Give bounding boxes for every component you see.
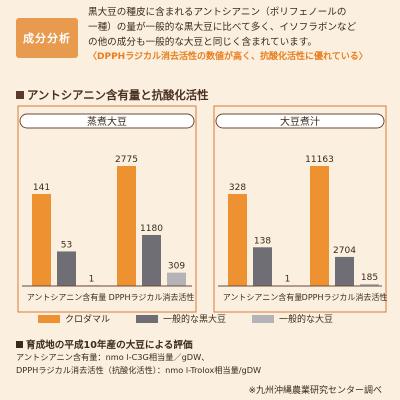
category-label-1-1: DPPHラジカル消去活性 xyxy=(302,292,388,302)
chart-panel-1 xyxy=(213,105,387,313)
bar-label-0-1-1: 1180 xyxy=(140,224,163,234)
source-note: ※九州沖縄農業研究センター調べ xyxy=(248,386,382,396)
bar-label-1-0-0: 328 xyxy=(229,183,246,193)
notes-title: 育成地の平成10年産の大豆による評価 xyxy=(16,337,193,351)
category-label-0-0: アントシアニン含有量 xyxy=(27,292,107,302)
intro-line-1: 黒大豆の種皮に含まれるアントシアニン（ポリフェノールの xyxy=(88,7,347,18)
bar-label-1-1-1: 2704 xyxy=(333,246,356,256)
chart-title-0: 蒸煮大豆 xyxy=(87,115,127,128)
legend-swatch-black-soybean xyxy=(136,314,159,323)
legend-label-black-soybean: 一般的な黒大豆 xyxy=(163,315,227,325)
bar-0-0-0 xyxy=(32,194,51,286)
legend-label-soybean: 一般的な大豆 xyxy=(279,315,334,325)
notes-square-icon xyxy=(16,341,23,348)
legend-swatch-kurodamaru xyxy=(38,314,60,323)
intro-line-2: 一種）の量が一般的な黒大豆に比べて多く、イソフラボンなど xyxy=(88,22,357,33)
notes-title-text: 育成地の平成10年産の大豆による評価 xyxy=(26,340,193,351)
notes-line-1: アントシアニン含有量：nmo l-C3G相当量／gDW、 xyxy=(16,352,210,362)
bar-label-1-0-2: 1 xyxy=(285,275,291,285)
notes-line-2: DPPHラジカル消去活性（抗酸化活性）：nmo l-Trolox相当量/gDW xyxy=(16,365,262,375)
bar-label-0-0-1: 53 xyxy=(61,240,72,250)
bar-label-0-0-2: 1 xyxy=(89,274,95,284)
chart-title-pill-1 xyxy=(215,113,385,129)
legend-item-kurodamaru: クロダマル xyxy=(38,312,110,325)
category-label-1-0: アントシアニン含有量 xyxy=(223,292,303,302)
bar-label-1-1-2: 185 xyxy=(361,273,378,283)
intro-highlight: 〈DPPHラジカル消去活性の数値が高く、抗酸化活性に優れている〉 xyxy=(88,52,368,62)
section-title: アントシアニン含有量と抗酸化活性 xyxy=(16,87,209,103)
bar-label-0-1-2: 309 xyxy=(168,262,185,272)
bar-1-1-2 xyxy=(360,284,379,286)
legend-item-soybean: 一般的な大豆 xyxy=(252,312,333,325)
legend-item-black-soybean: 一般的な黒大豆 xyxy=(136,312,226,325)
bar-label-1-1-0: 11163 xyxy=(305,155,334,165)
bar-0-1-1 xyxy=(142,234,161,286)
bar-1-0-1 xyxy=(253,247,272,286)
bar-0-1-2 xyxy=(167,272,186,286)
section-title-text: アントシアニン含有量と抗酸化活性 xyxy=(27,88,209,102)
bar-0-1-0 xyxy=(117,166,136,286)
legend: クロダマル 一般的な黒大豆 一般的な大豆 xyxy=(38,312,333,325)
legend-label-kurodamaru: クロダマル xyxy=(65,315,111,325)
bar-label-1-0-1: 138 xyxy=(254,236,271,246)
section-square-icon xyxy=(16,91,24,99)
chart-title-pill-0 xyxy=(19,113,195,129)
legend-swatch-soybean xyxy=(252,314,275,323)
bar-1-1-0 xyxy=(310,166,329,286)
bar-1-0-0 xyxy=(228,194,247,286)
intro-text: 黒大豆の種皮に含まれるアントシアニン（ポリフェノールの 一種）の量が一般的な黒大… xyxy=(88,5,388,65)
section-badge: 成分分析 xyxy=(16,18,78,58)
category-label-0-1: DPPHラジカル消去活性 xyxy=(109,292,195,302)
bar-0-0-1 xyxy=(57,251,76,286)
bar-label-0-0-0: 141 xyxy=(33,183,50,193)
bar-1-1-1 xyxy=(335,256,354,286)
chart-title-1: 大豆煮汁 xyxy=(280,115,320,128)
chart-panel-0 xyxy=(17,105,197,313)
bar-label-0-1-0: 2775 xyxy=(115,155,138,165)
intro-line-3: の他の成分も一般的な大豆と同じく含まれています。 xyxy=(88,37,318,48)
